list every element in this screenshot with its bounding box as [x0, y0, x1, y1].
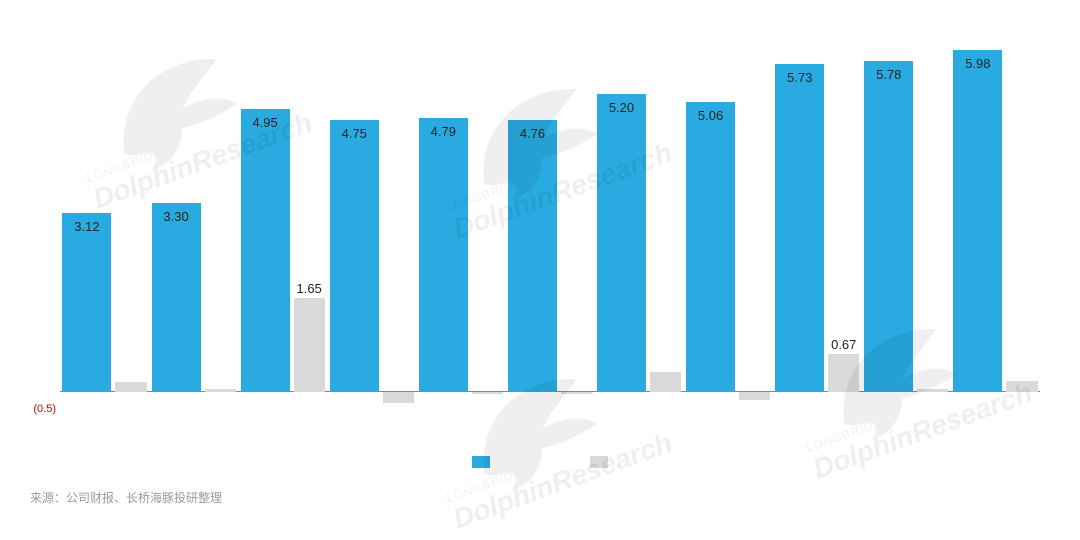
- primary-bar-label: 3.12: [62, 219, 111, 234]
- primary-bar: 4.76: [508, 120, 557, 392]
- primary-bar-label: 5.98: [953, 56, 1002, 71]
- primary-bar-label: 4.79: [419, 124, 468, 139]
- primary-bar-label: 5.06: [686, 108, 735, 123]
- bar-group: 4.75: [327, 20, 416, 432]
- primary-bar: 3.30: [152, 203, 201, 392]
- secondary-bar: 0.67: [828, 354, 859, 392]
- bar-group: 4.76: [505, 20, 594, 432]
- primary-bar-label: 4.95: [241, 115, 290, 130]
- bar-group: 4.95 1.65: [238, 20, 327, 432]
- primary-bar: 4.75: [330, 120, 379, 392]
- primary-bar-label: 3.30: [152, 209, 201, 224]
- plot-area: (0.5)3.123.304.951.654.754.794.765.205.0…: [60, 20, 1040, 432]
- bar-group: 4.79: [416, 20, 505, 432]
- secondary-bar: [739, 392, 770, 400]
- primary-bar-label: 4.75: [330, 126, 379, 141]
- primary-bar: 3.12: [62, 213, 111, 392]
- primary-bar-label: 5.20: [597, 100, 646, 115]
- primary-bar: 5.78: [864, 61, 913, 392]
- legend: [30, 456, 1050, 468]
- secondary-bar: [383, 392, 414, 403]
- secondary-bar-label: 0.67: [828, 337, 859, 352]
- chart-container: (0.5) 3.12 3.30 4.95 1.65 4.75 4.79 4.76 5.20 5.0…: [30, 20, 1050, 472]
- primary-bar-label: 4.76: [508, 126, 557, 141]
- bar-group: 5.78: [862, 20, 951, 432]
- bar-group: 5.73 0.67: [773, 20, 862, 432]
- source-footer: 来源：公司财报、长桥海豚投研整理: [30, 489, 222, 506]
- legend-swatch-primary: [472, 456, 490, 468]
- secondary-bar: [650, 372, 681, 392]
- bar-group: 3.30: [149, 20, 238, 432]
- primary-bar: 5.73: [775, 64, 824, 392]
- primary-bar: 5.98: [953, 50, 1002, 392]
- primary-bar: 4.79: [419, 118, 468, 392]
- primary-bar: 4.95: [241, 109, 290, 392]
- bar-group: 3.12: [60, 20, 149, 432]
- bar-group: 5.20: [595, 20, 684, 432]
- secondary-bar: 1.65: [294, 298, 325, 392]
- secondary-bar: [115, 382, 146, 392]
- secondary-bar: [472, 392, 503, 394]
- primary-bar: 5.06: [686, 102, 735, 392]
- bar-group: 5.06: [684, 20, 773, 432]
- secondary-bar: [1006, 381, 1037, 392]
- secondary-bar: [561, 392, 592, 394]
- y-tick-label: (0.5): [32, 403, 56, 415]
- secondary-bar: [205, 389, 236, 392]
- bar-group: 5.98: [951, 20, 1040, 432]
- legend-swatch-secondary: [590, 456, 608, 468]
- secondary-bar: [917, 389, 948, 392]
- secondary-bar-label: 1.65: [294, 281, 325, 296]
- primary-bar: 5.20: [597, 94, 646, 392]
- primary-bar-label: 5.73: [775, 70, 824, 85]
- primary-bar-label: 5.78: [864, 67, 913, 82]
